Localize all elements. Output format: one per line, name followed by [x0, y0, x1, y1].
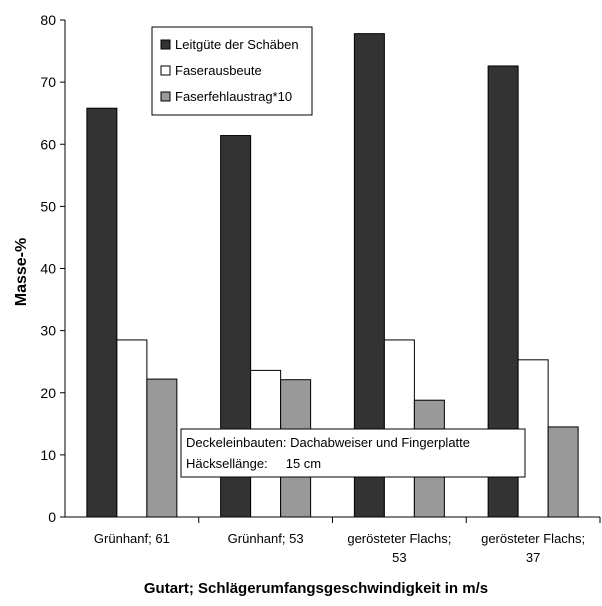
x-tick-label: gerösteter Flachs;: [347, 531, 451, 546]
y-tick-label: 10: [40, 447, 56, 463]
y-tick-label: 70: [40, 74, 56, 90]
x-tick-label: 53: [392, 550, 406, 565]
bar-series-0-cat-0: [86, 107, 118, 518]
y-tick-label: 30: [40, 323, 56, 339]
legend-label: Leitgüte der Schäben: [175, 37, 299, 52]
x-tick-label: Grünhanf; 61: [94, 531, 170, 546]
annotation-line: Häcksellänge: 15 cm: [186, 456, 321, 471]
legend-swatch: [160, 39, 171, 50]
annotation-box: Deckeleinbauten: Dachabweiser und Finger…: [180, 428, 526, 478]
x-tick-label: 37: [526, 550, 540, 565]
y-axis-title: Masse-%: [13, 238, 30, 306]
x-tick-label: Grünhanf; 53: [228, 531, 304, 546]
y-tick-label: 60: [40, 136, 56, 152]
y-tick-label: 50: [40, 198, 56, 214]
y-axis: 0 10 20 30 40 50 60 70 80: [40, 12, 66, 525]
x-axis: Grünhanf; 61 Grünhanf; 53 gerösteter Flach…: [65, 516, 601, 565]
annotation-box-border: [180, 428, 526, 478]
x-tick-label: gerösteter Flachs;: [481, 531, 585, 546]
bar-series-2-cat-3: [547, 426, 579, 518]
legend-label: Faserausbeute: [175, 63, 262, 78]
annotation-line: Deckeleinbauten: Dachabweiser und Finger…: [186, 435, 470, 450]
bar-series-1-cat-0: [116, 339, 148, 518]
legend-label: Faserfehlaustrag*10: [175, 89, 292, 104]
x-axis-title: Gutart; Schlägerumfangsgeschwindigkeit i…: [144, 580, 488, 597]
bar-series-2-cat-0: [146, 378, 178, 518]
y-tick-label: 40: [40, 261, 56, 277]
y-tick-label: 80: [40, 12, 56, 28]
y-tick-label: 0: [48, 509, 56, 525]
legend-box: [151, 26, 313, 116]
y-tick-label: 20: [40, 385, 56, 401]
legend-swatch: [160, 91, 171, 102]
legend: Leitgüte der Schäben Faserausbeute Faserfe…: [151, 26, 313, 116]
legend-swatch: [160, 65, 171, 76]
bar-series-1-cat-2: [383, 339, 415, 518]
